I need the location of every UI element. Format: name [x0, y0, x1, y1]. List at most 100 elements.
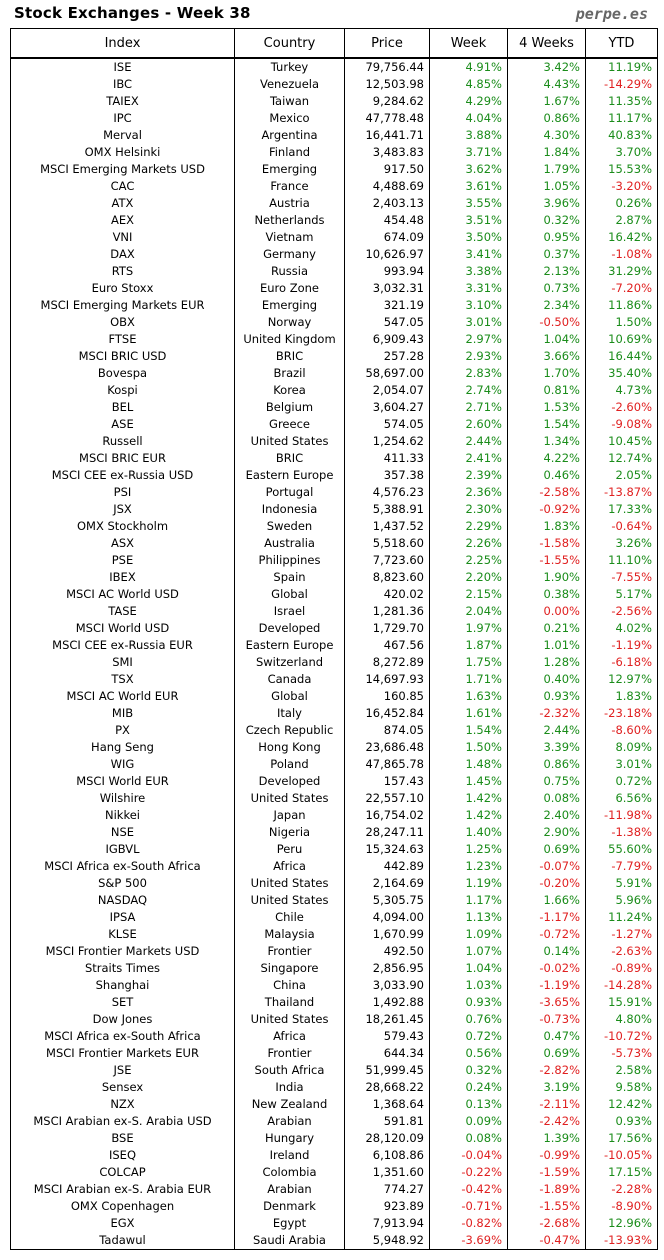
title-bar: Stock Exchanges - Week 38 perpe.es	[0, 0, 664, 28]
country-cell: Israel	[234, 603, 345, 620]
table-row: IBC Venezuela 12,503.98 4.85% 4.43% -14.29%	[10, 76, 658, 93]
price-cell: 7,723.60	[344, 552, 430, 569]
4-weeks-cell: 3.66%	[507, 348, 586, 365]
ytd-cell: -1.08%	[585, 246, 658, 263]
index-cell: JSX	[10, 501, 235, 518]
country-cell: Japan	[234, 807, 345, 824]
index-cell: NASDAQ	[10, 892, 235, 909]
price-cell: 774.27	[344, 1181, 430, 1198]
price-cell: 3,033.90	[344, 977, 430, 994]
country-cell: Emerging	[234, 161, 345, 178]
table-row: Nikkei Japan 16,754.02 1.42% 2.40% -11.98%	[10, 807, 658, 824]
country-cell: Frontier	[234, 943, 345, 960]
country-cell: France	[234, 178, 345, 195]
week-cell: 1.25%	[429, 841, 508, 858]
ytd-cell: -5.73%	[585, 1045, 658, 1062]
4-weeks-cell: 0.69%	[507, 1045, 586, 1062]
table-row: Kospi Korea 2,054.07 2.74% 0.81% 4.73%	[10, 382, 658, 399]
index-cell: S&P 500	[10, 875, 235, 892]
ytd-cell: 10.45%	[585, 433, 658, 450]
country-cell: United States	[234, 433, 345, 450]
ytd-cell: 17.15%	[585, 1164, 658, 1181]
ytd-cell: 11.10%	[585, 552, 658, 569]
week-cell: -3.69%	[429, 1232, 508, 1250]
table-row: MSCI Frontier Markets USD Frontier 492.50 1…	[10, 943, 658, 960]
country-cell: Eastern Europe	[234, 467, 345, 484]
index-cell: TSX	[10, 671, 235, 688]
table-row: MSCI BRIC USD BRIC 257.28 2.93% 3.66% 16.44%	[10, 348, 658, 365]
4-weeks-cell: 1.01%	[507, 637, 586, 654]
4-weeks-cell: -2.68%	[507, 1215, 586, 1232]
price-cell: 15,324.63	[344, 841, 430, 858]
ytd-cell: 15.53%	[585, 161, 658, 178]
table-row: RTS Russia 993.94 3.38% 2.13% 31.29%	[10, 263, 658, 280]
index-cell: NZX	[10, 1096, 235, 1113]
index-cell: OBX	[10, 314, 235, 331]
4-weeks-cell: -1.55%	[507, 552, 586, 569]
ytd-cell: -1.19%	[585, 637, 658, 654]
table-row: BSE Hungary 28,120.09 0.08% 1.39% 17.56%	[10, 1130, 658, 1147]
table-body: ISE Turkey 79,756.44 4.91% 3.42% 11.19% IBC Ven…	[10, 57, 658, 1250]
week-cell: 2.39%	[429, 467, 508, 484]
price-cell: 1,437.52	[344, 518, 430, 535]
price-cell: 1,729.70	[344, 620, 430, 637]
index-cell: MSCI AC World EUR	[10, 688, 235, 705]
4-weeks-cell: 0.08%	[507, 790, 586, 807]
price-cell: 14,697.93	[344, 671, 430, 688]
price-cell: 3,032.31	[344, 280, 430, 297]
country-cell: Turkey	[234, 57, 345, 76]
4-weeks-cell: 0.00%	[507, 603, 586, 620]
country-cell: Poland	[234, 756, 345, 773]
country-cell: New Zealand	[234, 1096, 345, 1113]
ytd-cell: 4.73%	[585, 382, 658, 399]
index-cell: MSCI Africa ex-South Africa	[10, 858, 235, 875]
index-cell: TASE	[10, 603, 235, 620]
country-cell: Indonesia	[234, 501, 345, 518]
week-cell: -0.42%	[429, 1181, 508, 1198]
country-cell: Philippines	[234, 552, 345, 569]
country-cell: United States	[234, 875, 345, 892]
week-cell: 1.03%	[429, 977, 508, 994]
country-cell: Euro Zone	[234, 280, 345, 297]
week-cell: 2.04%	[429, 603, 508, 620]
index-cell: TAIEX	[10, 93, 235, 110]
table-row: MSCI CEE ex-Russia EUR Eastern Europe 467.…	[10, 637, 658, 654]
ytd-cell: 2.05%	[585, 467, 658, 484]
price-cell: 674.09	[344, 229, 430, 246]
index-cell: DAX	[10, 246, 235, 263]
price-cell: 993.94	[344, 263, 430, 280]
4-weeks-cell: 0.32%	[507, 212, 586, 229]
country-cell: Malaysia	[234, 926, 345, 943]
price-cell: 28,247.11	[344, 824, 430, 841]
index-cell: FTSE	[10, 331, 235, 348]
table-row: Merval Argentina 16,441.71 3.88% 4.30% 40.83%	[10, 127, 658, 144]
index-cell: Nikkei	[10, 807, 235, 824]
price-cell: 28,120.09	[344, 1130, 430, 1147]
week-cell: 2.41%	[429, 450, 508, 467]
week-cell: 1.48%	[429, 756, 508, 773]
index-cell: MSCI BRIC USD	[10, 348, 235, 365]
week-cell: -0.22%	[429, 1164, 508, 1181]
week-cell: 1.17%	[429, 892, 508, 909]
table-row: IPSA Chile 4,094.00 1.13% -1.17% 11.24%	[10, 909, 658, 926]
ytd-cell: -7.79%	[585, 858, 658, 875]
week-cell: 1.07%	[429, 943, 508, 960]
country-cell: Hong Kong	[234, 739, 345, 756]
week-cell: 0.32%	[429, 1062, 508, 1079]
ytd-cell: -1.38%	[585, 824, 658, 841]
table-row: ASE Greece 574.05 2.60% 1.54% -9.08%	[10, 416, 658, 433]
ytd-cell: 11.24%	[585, 909, 658, 926]
site-name: perpe.es	[575, 5, 648, 23]
index-cell: VNI	[10, 229, 235, 246]
price-cell: 257.28	[344, 348, 430, 365]
4-weeks-cell: 1.39%	[507, 1130, 586, 1147]
4-weeks-cell: 3.42%	[507, 57, 586, 76]
ytd-cell: 4.80%	[585, 1011, 658, 1028]
ytd-cell: -2.63%	[585, 943, 658, 960]
table-row: EGX Egypt 7,913.94 -0.82% -2.68% 12.96%	[10, 1215, 658, 1232]
table-row: VNI Vietnam 674.09 3.50% 0.95% 16.42%	[10, 229, 658, 246]
price-cell: 411.33	[344, 450, 430, 467]
4-weeks-cell: -3.65%	[507, 994, 586, 1011]
ytd-cell: 6.56%	[585, 790, 658, 807]
price-cell: 1,254.62	[344, 433, 430, 450]
